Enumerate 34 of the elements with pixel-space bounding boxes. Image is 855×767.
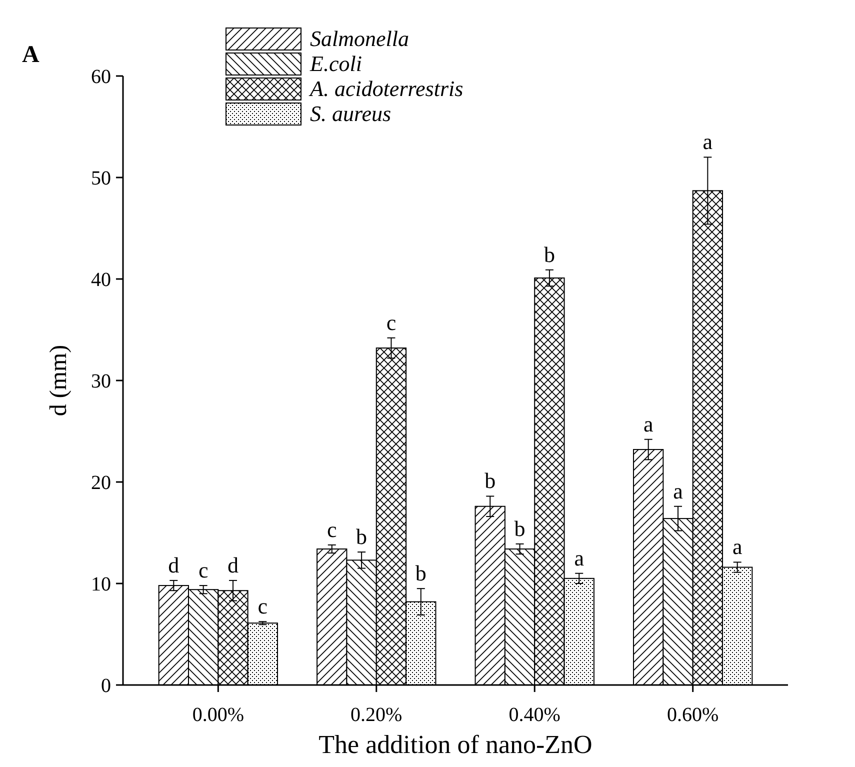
data-label: a	[732, 534, 742, 560]
data-label: a	[574, 545, 584, 570]
y-tick-label: 20	[91, 472, 111, 494]
data-label: a	[702, 129, 713, 154]
y-tick-label: 0	[101, 675, 111, 697]
y-tick-label: 10	[91, 574, 111, 596]
data-label: c	[386, 310, 396, 335]
data-label: c	[327, 516, 337, 542]
data-label: c	[198, 558, 208, 583]
x-tick-label: 0.00%	[192, 704, 244, 726]
data-label: b	[514, 516, 526, 541]
data-label: b	[484, 468, 496, 494]
legend-label: Salmonella	[310, 26, 409, 51]
x-tick-label: 0.20%	[350, 704, 402, 726]
legend-label: A. acidoterrestris	[308, 76, 464, 101]
text: A	[22, 42, 40, 68]
y-tick-label: 60	[91, 66, 111, 88]
data-label: b	[544, 242, 555, 267]
data-label: d	[168, 552, 180, 578]
x-axis-title: The addition of nano-ZnO	[318, 730, 592, 759]
data-label: a	[673, 478, 684, 504]
data-label: c	[258, 594, 268, 619]
y-tick-label: 30	[91, 370, 111, 392]
legend-label: E.coli	[309, 51, 362, 76]
x-tick-label: 0.60%	[667, 704, 719, 726]
x-tick-label: 0.40%	[508, 704, 560, 726]
data-label: b	[415, 560, 426, 586]
y-axis-title: d (mm)	[46, 344, 72, 416]
y-tick-label: 40	[91, 269, 111, 291]
data-label: b	[356, 524, 368, 550]
data-label: a	[643, 411, 654, 436]
data-label: d	[227, 552, 238, 578]
legend-label: S. aureus	[310, 101, 392, 126]
y-tick-label: 50	[91, 168, 111, 190]
